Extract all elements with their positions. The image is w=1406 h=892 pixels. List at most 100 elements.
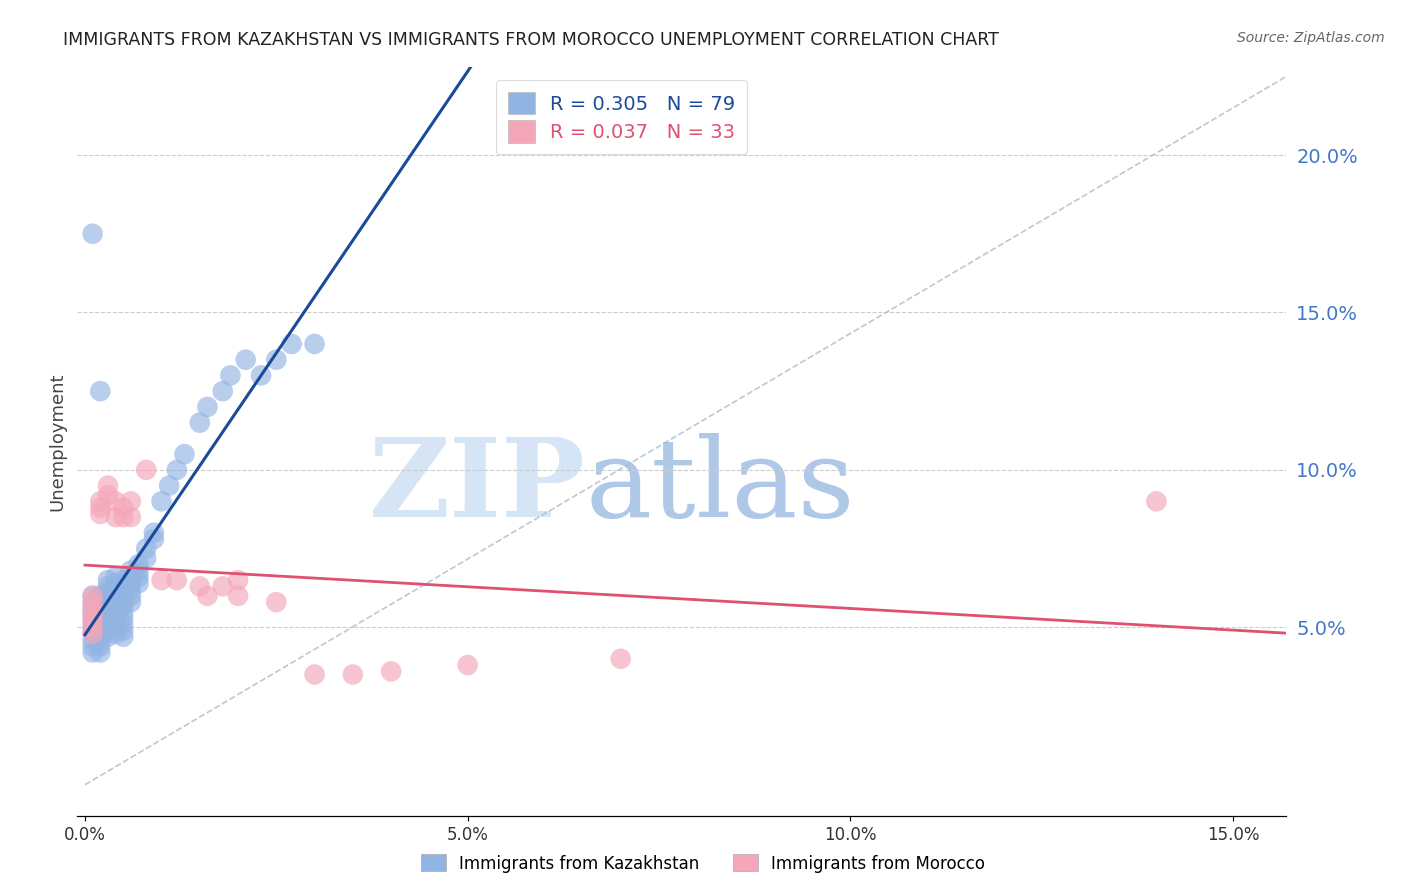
Point	[112, 579, 135, 593]
Point	[120, 494, 142, 508]
Point	[104, 510, 127, 524]
Point	[104, 582, 127, 597]
Point	[226, 573, 249, 587]
Point	[112, 573, 135, 587]
Point	[380, 665, 402, 679]
Point	[89, 601, 111, 615]
Point	[609, 652, 631, 666]
Point	[457, 658, 479, 673]
Point	[104, 595, 127, 609]
Point	[120, 589, 142, 603]
Point	[82, 620, 104, 634]
Point	[142, 525, 165, 540]
Point	[82, 639, 104, 653]
Point	[112, 599, 135, 613]
Point	[304, 667, 326, 681]
Point	[157, 478, 180, 492]
Point	[211, 384, 233, 399]
Text: IMMIGRANTS FROM KAZAKHSTAN VS IMMIGRANTS FROM MOROCCO UNEMPLOYMENT CORRELATION C: IMMIGRANTS FROM KAZAKHSTAN VS IMMIGRANTS…	[63, 31, 1000, 49]
Point	[104, 601, 127, 615]
Point	[142, 532, 165, 546]
Point	[82, 595, 104, 609]
Point	[97, 585, 120, 599]
Point	[150, 573, 173, 587]
Point	[89, 614, 111, 628]
Point	[112, 630, 135, 644]
Point	[342, 667, 364, 681]
Point	[97, 573, 120, 587]
Point	[82, 614, 104, 628]
Point	[280, 337, 302, 351]
Point	[135, 551, 157, 566]
Point	[104, 576, 127, 591]
Point	[266, 352, 288, 367]
Point	[112, 510, 135, 524]
Point	[120, 510, 142, 524]
Point	[82, 626, 104, 640]
Point	[197, 400, 219, 414]
Point	[89, 632, 111, 647]
Text: Source: ZipAtlas.com: Source: ZipAtlas.com	[1237, 31, 1385, 45]
Point	[197, 589, 219, 603]
Point	[166, 463, 188, 477]
Point	[89, 494, 111, 508]
Point	[97, 488, 120, 502]
Point	[82, 601, 104, 615]
Point	[1144, 494, 1167, 508]
Point	[89, 507, 111, 521]
Point	[82, 589, 104, 603]
Point	[97, 599, 120, 613]
Point	[104, 626, 127, 640]
Point	[104, 620, 127, 634]
Point	[89, 645, 111, 659]
Point	[82, 589, 104, 603]
Point	[82, 626, 104, 640]
Point	[89, 500, 111, 515]
Point	[104, 589, 127, 603]
Point	[82, 595, 104, 609]
Point	[166, 573, 188, 587]
Point	[120, 576, 142, 591]
Point	[112, 500, 135, 515]
Point	[128, 558, 150, 572]
Point	[188, 579, 211, 593]
Point	[188, 416, 211, 430]
Point	[112, 611, 135, 625]
Point	[82, 607, 104, 622]
Y-axis label: Unemployment: Unemployment	[48, 372, 66, 511]
Point	[120, 595, 142, 609]
Point	[89, 639, 111, 653]
Point	[211, 579, 233, 593]
Point	[97, 630, 120, 644]
Point	[97, 591, 120, 606]
Point	[135, 463, 157, 477]
Point	[97, 624, 120, 638]
Point	[304, 337, 326, 351]
Point	[226, 589, 249, 603]
Point	[97, 611, 120, 625]
Point	[82, 227, 104, 241]
Point	[120, 582, 142, 597]
Point	[97, 617, 120, 632]
Point	[82, 632, 104, 647]
Point	[235, 352, 257, 367]
Legend: R = 0.305   N = 79, R = 0.037   N = 33: R = 0.305 N = 79, R = 0.037 N = 33	[496, 80, 747, 154]
Point	[97, 605, 120, 619]
Point	[104, 494, 127, 508]
Point	[89, 589, 111, 603]
Point	[128, 564, 150, 578]
Point	[82, 607, 104, 622]
Point	[120, 570, 142, 584]
Point	[173, 447, 195, 461]
Point	[104, 570, 127, 584]
Point	[112, 624, 135, 638]
Point	[150, 494, 173, 508]
Point	[89, 384, 111, 399]
Point	[89, 626, 111, 640]
Text: ZIP: ZIP	[368, 433, 585, 540]
Point	[120, 564, 142, 578]
Point	[97, 579, 120, 593]
Point	[112, 617, 135, 632]
Point	[82, 601, 104, 615]
Text: atlas: atlas	[585, 433, 855, 540]
